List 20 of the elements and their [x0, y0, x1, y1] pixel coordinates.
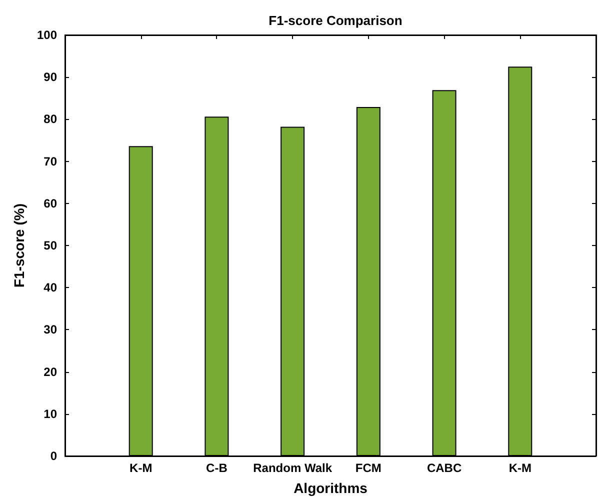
y-tick-label: 20 — [44, 364, 58, 379]
chart-title: F1-score Comparison — [268, 13, 402, 28]
y-tick-label: 10 — [44, 406, 58, 421]
y-tick-label: 90 — [44, 70, 58, 84]
y-tick-label: 0 — [50, 449, 58, 463]
x-tick-label: K-M — [130, 461, 152, 475]
x-tick-label: CABC — [426, 461, 462, 475]
x-tick-label: Random Walk — [253, 461, 332, 475]
y-tick-label: 50 — [44, 238, 58, 252]
y-tick-label: 80 — [44, 112, 58, 126]
y-axis-title: F1-score (%) — [11, 203, 28, 288]
y-tick-label: 70 — [44, 154, 58, 168]
x-tick-label: FCM — [355, 461, 382, 475]
y-tick-label: 60 — [44, 196, 58, 210]
x-axis-title: Algorithms — [294, 480, 368, 496]
y-tick-label: 30 — [44, 322, 58, 337]
x-tick-label: K-M — [508, 461, 532, 475]
x-tick-label: C-B — [206, 461, 228, 475]
y-tick-label: 40 — [44, 280, 58, 295]
y-tick-label: 100 — [36, 28, 58, 42]
